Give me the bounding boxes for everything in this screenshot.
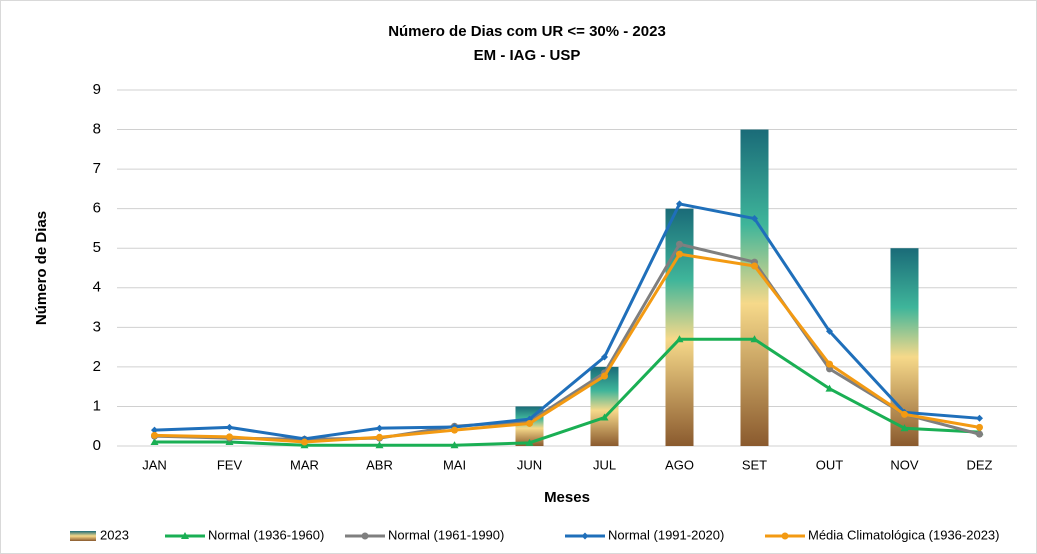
line: [154, 202, 980, 441]
point: [976, 430, 983, 438]
y-tick-label: 4: [93, 279, 101, 296]
x-tick-label: JAN: [142, 457, 167, 472]
point: [826, 327, 833, 335]
y-axis-title: Número de Dias: [33, 211, 50, 325]
point: [226, 433, 233, 441]
point: [375, 441, 384, 449]
chart-subtitle: EM - IAG - USP: [474, 47, 581, 64]
series: [151, 250, 983, 446]
y-tick-label: 8: [93, 121, 101, 138]
point: [451, 426, 458, 434]
x-tick-label: DEZ: [967, 457, 993, 472]
point: [676, 240, 683, 248]
x-tick-label: MAI: [443, 457, 466, 472]
point: [150, 438, 159, 446]
x-tick-label: ABR: [366, 457, 393, 472]
point: [151, 426, 158, 434]
point: [976, 414, 983, 422]
point: [301, 438, 308, 446]
bar: [740, 129, 769, 447]
point: [676, 200, 683, 208]
y-tick-label: 3: [93, 318, 101, 335]
point: [376, 433, 383, 441]
point: [525, 438, 534, 446]
line: [154, 242, 980, 441]
point: [976, 423, 983, 431]
point: [600, 413, 609, 421]
y-tick-label: 7: [93, 160, 101, 177]
y-tick-label: 5: [93, 239, 101, 256]
y-tick-label: 2: [93, 358, 101, 375]
point: [601, 353, 608, 361]
legend-label: 2023: [100, 527, 129, 542]
legend-label: Normal (1991-2020): [608, 527, 724, 542]
point: [826, 360, 833, 368]
point: [226, 423, 233, 431]
legend-label: Normal (1936-1960): [208, 527, 324, 542]
point: [376, 424, 383, 432]
point: [825, 384, 834, 392]
line: [154, 337, 980, 447]
point: [675, 335, 684, 343]
bar: [665, 208, 694, 446]
point: [750, 335, 759, 343]
legend-label: Normal (1961-1990): [388, 527, 504, 542]
x-tick-label: JUN: [517, 457, 542, 472]
x-axis-title: Meses: [544, 489, 590, 506]
point: [601, 372, 608, 380]
x-tick-label: FEV: [217, 457, 243, 472]
point: [450, 441, 459, 449]
point: [751, 262, 758, 270]
chart-title: Número de Dias com UR <= 30% - 2023: [388, 23, 666, 40]
line: [154, 252, 980, 444]
x-tick-label: SET: [742, 457, 767, 472]
x-tick-label: NOV: [890, 457, 919, 472]
y-tick-label: 6: [93, 200, 101, 217]
point: [901, 410, 908, 418]
legend-swatch: [70, 531, 96, 541]
legend-marker: [181, 532, 189, 539]
y-tick-label: 1: [93, 397, 101, 414]
x-tick-label: AGO: [665, 457, 694, 472]
point: [751, 215, 758, 223]
legend-marker: [781, 532, 789, 540]
point: [526, 419, 533, 427]
y-tick-label: 0: [93, 437, 101, 454]
y-tick-label: 9: [93, 81, 101, 98]
legend-label: Média Climatológica (1936-2023): [808, 527, 1000, 542]
legend-marker: [361, 532, 369, 540]
point: [900, 424, 909, 432]
point: [151, 431, 158, 439]
x-tick-label: OUT: [816, 457, 844, 472]
point: [676, 250, 683, 258]
x-tick-label: JUL: [593, 457, 616, 472]
legend-marker: [581, 532, 589, 540]
x-tick-label: MAR: [290, 457, 319, 472]
